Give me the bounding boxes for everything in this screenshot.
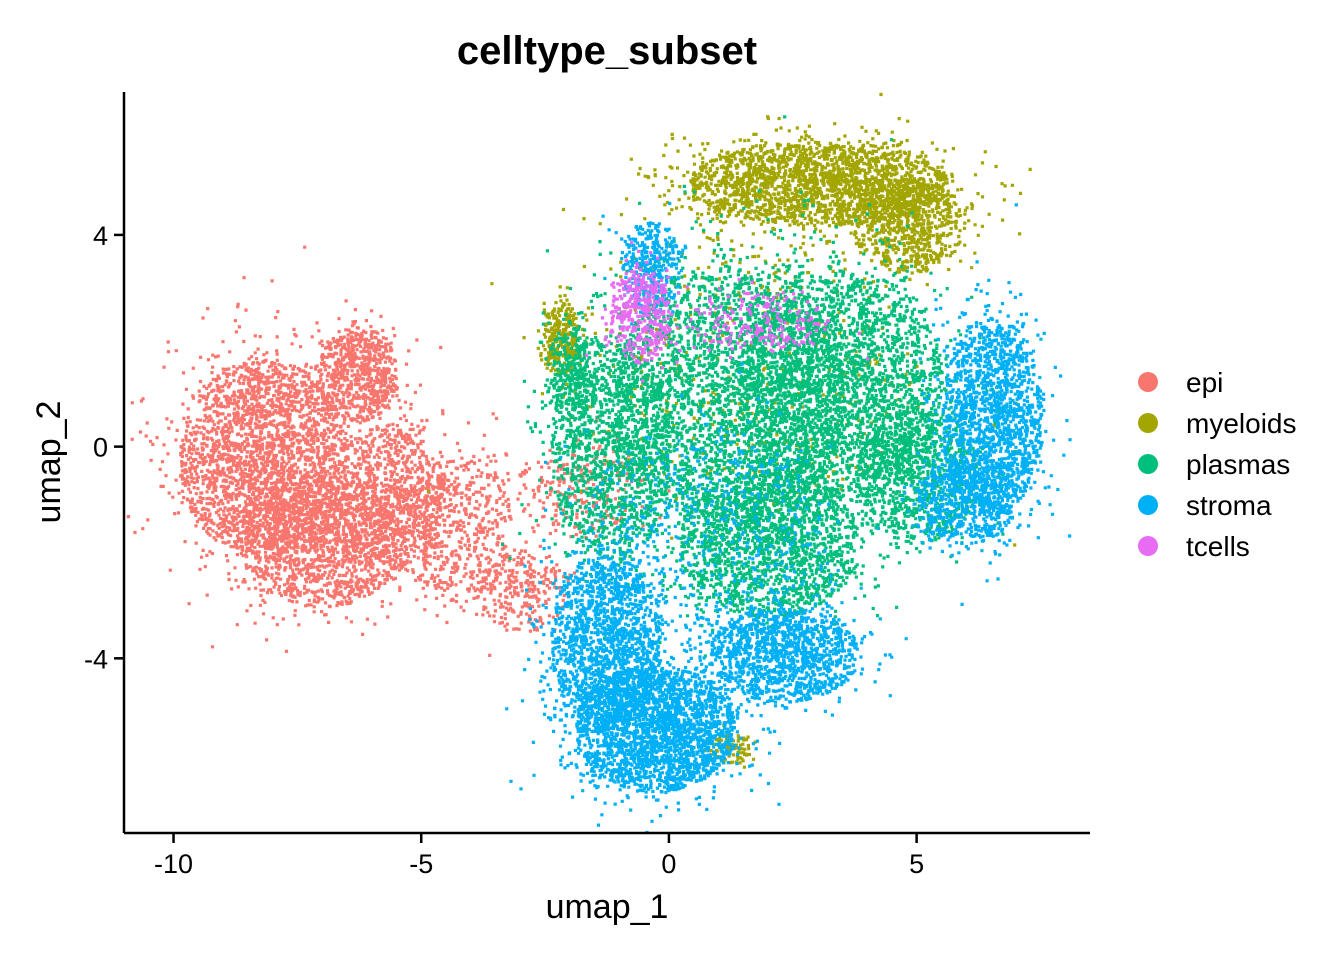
legend-label-myeloids: myeloids	[1186, 408, 1296, 439]
chart-title: celltype_subset	[457, 29, 757, 73]
legend-key-plasmas	[1138, 454, 1158, 474]
series-myeloids-point-cluster	[536, 285, 585, 399]
x-tick-label: 5	[909, 849, 924, 879]
series-myeloids-point-cluster	[582, 92, 1032, 265]
series-tcells	[584, 241, 870, 383]
series-myeloids-point-cluster	[819, 150, 984, 300]
series-epi-point-cluster	[126, 245, 443, 653]
series-epi	[126, 245, 671, 657]
y-axis-ticks: -4 0 4	[84, 221, 124, 674]
series-stroma-point-cluster	[601, 201, 688, 343]
legend-label-tcells: tcells	[1186, 531, 1250, 562]
x-tick-label: 0	[661, 849, 676, 879]
y-axis-label: umap_2	[30, 401, 68, 524]
legend-key-epi	[1138, 372, 1158, 392]
x-axis-ticks: -10 -5 0 5	[154, 833, 924, 879]
legend-label-plasmas: plasmas	[1186, 449, 1290, 480]
legend-item-myeloids: myeloids	[1138, 408, 1296, 439]
y-tick-label: 0	[93, 433, 108, 463]
legend-label-epi: epi	[1186, 367, 1223, 398]
series-epi-point-cluster	[307, 338, 469, 636]
legend-item-epi: epi	[1138, 367, 1223, 398]
series-stroma-point-cluster	[509, 593, 788, 835]
series-stroma	[505, 201, 1072, 835]
legend: epi myeloids plasmas stroma tcells	[1138, 367, 1296, 562]
x-tick-label: -10	[154, 849, 193, 879]
series-tcells-point-cluster	[656, 277, 870, 361]
series-stroma-point-cluster	[505, 459, 693, 799]
legend-item-plasmas: plasmas	[1138, 449, 1290, 480]
series-stroma-point-cluster	[656, 577, 908, 729]
y-tick-label: 4	[93, 221, 108, 251]
series-epi-point-cluster	[451, 531, 576, 657]
points-layer	[126, 92, 1072, 835]
series-epi-point-cluster	[187, 441, 456, 642]
series-tcells-point-cluster	[584, 241, 689, 383]
legend-item-stroma: stroma	[1138, 490, 1272, 521]
y-tick-label: -4	[84, 644, 108, 674]
series-plasmas-point-cluster	[821, 364, 1018, 581]
legend-key-myeloids	[1138, 413, 1158, 433]
x-axis-label: umap_1	[546, 888, 669, 926]
series-stroma-point-cluster	[900, 203, 1072, 607]
legend-item-tcells: tcells	[1138, 531, 1250, 562]
series-stroma-point-cluster	[903, 432, 1051, 557]
x-tick-label: -5	[409, 849, 433, 879]
legend-key-tcells	[1138, 536, 1158, 556]
series-plasmas-point-cluster	[532, 313, 602, 453]
series-plasmas-point-cluster	[625, 424, 918, 665]
legend-label-stroma: stroma	[1186, 490, 1272, 521]
legend-key-stroma	[1138, 495, 1158, 515]
series-epi-point-cluster	[284, 299, 422, 453]
